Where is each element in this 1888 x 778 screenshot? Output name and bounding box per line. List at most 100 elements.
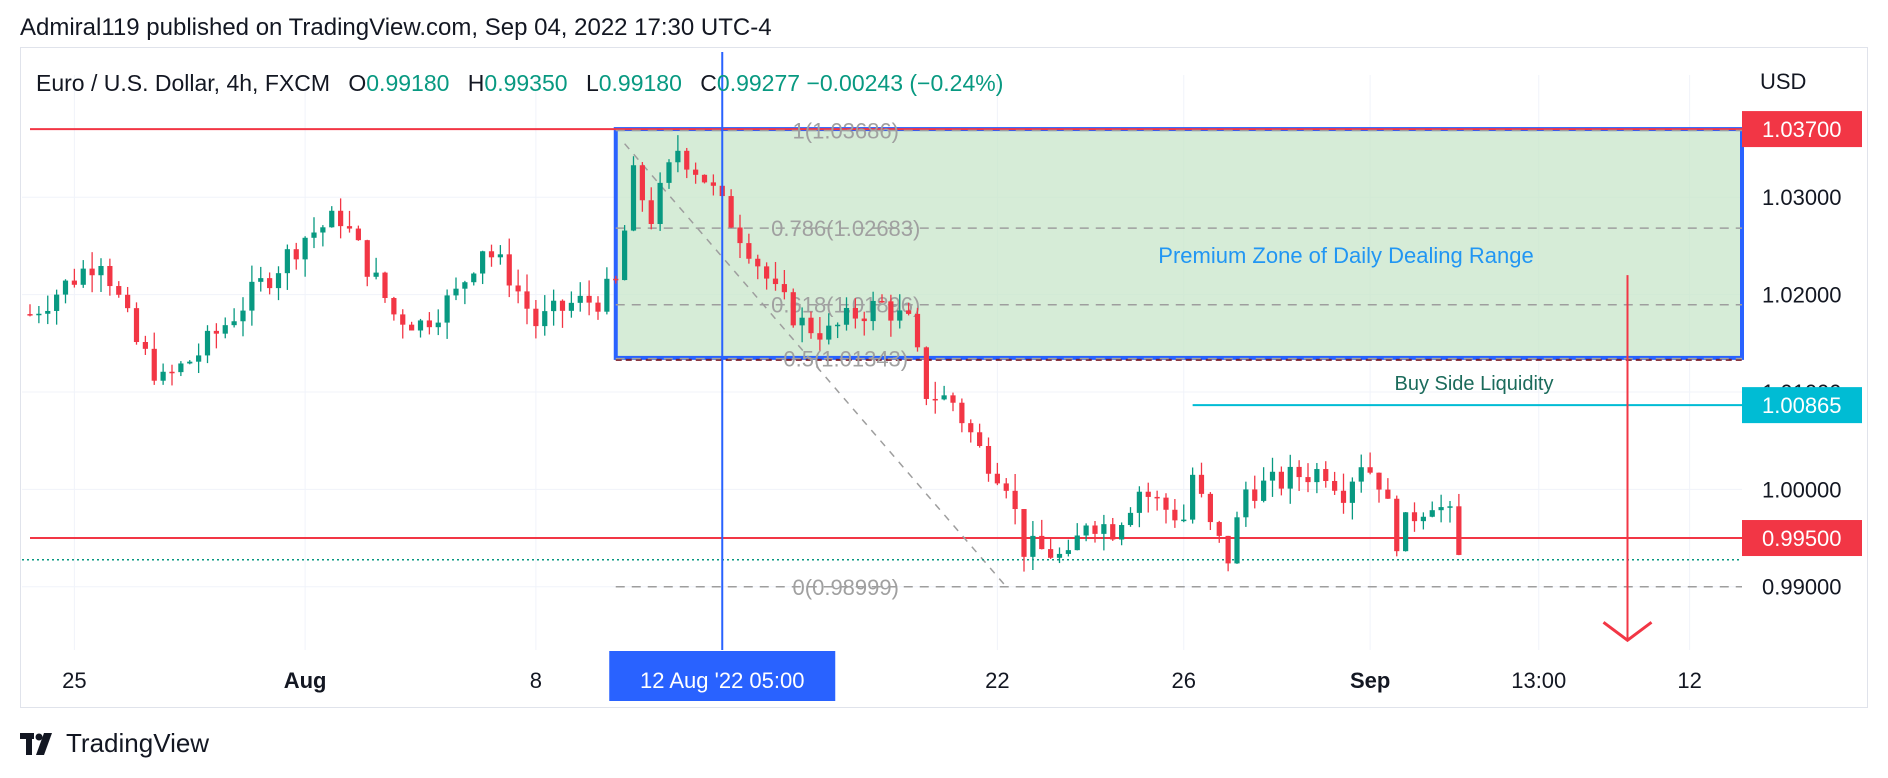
candle xyxy=(524,274,530,325)
candle-body xyxy=(1101,524,1107,534)
chart-frame xyxy=(20,47,1868,708)
candle-body xyxy=(1438,507,1444,511)
candle xyxy=(1367,452,1373,475)
candle-body xyxy=(923,347,929,399)
candle-body xyxy=(914,313,921,348)
candle xyxy=(71,268,77,288)
candle-body xyxy=(1234,517,1240,564)
candle-body xyxy=(959,402,965,424)
candle xyxy=(897,294,903,329)
candle xyxy=(1447,500,1453,523)
candle-body xyxy=(284,249,290,274)
fib-level-label: 0.786(1.02683) xyxy=(771,216,920,241)
low-label: L xyxy=(585,70,599,96)
tradingview-logo[interactable]: TradingView xyxy=(20,728,209,759)
candle-body xyxy=(1252,489,1258,501)
candle xyxy=(364,239,370,287)
candle xyxy=(444,289,450,339)
candle xyxy=(932,381,938,414)
symbol-legend: Euro / U.S. Dollar, 4h, FXCM O0.99180 H0… xyxy=(36,70,1003,97)
candle-body xyxy=(888,301,894,321)
candle xyxy=(1145,482,1151,513)
candle-body xyxy=(701,174,708,183)
candle-body xyxy=(116,286,122,295)
candle xyxy=(923,346,929,406)
candle-body xyxy=(710,182,716,186)
candle xyxy=(1243,481,1249,527)
candle xyxy=(835,322,841,339)
candle-body xyxy=(968,423,974,433)
candle-body xyxy=(693,169,699,175)
candle xyxy=(852,298,858,329)
candle xyxy=(1349,477,1355,520)
candle xyxy=(1198,462,1205,498)
candle-body xyxy=(790,292,796,326)
candle-body xyxy=(151,348,157,381)
candle-body xyxy=(746,243,752,259)
symbol-title[interactable]: Euro / U.S. Dollar, 4h, FXCM xyxy=(36,70,330,96)
close-value: 0.99277 xyxy=(716,70,801,96)
candle-body xyxy=(409,324,415,331)
candle xyxy=(1234,511,1240,564)
candle xyxy=(675,135,681,173)
candle xyxy=(657,172,663,231)
candle xyxy=(142,335,148,355)
open-label: O xyxy=(348,70,367,96)
candle xyxy=(222,317,228,339)
candle xyxy=(1172,498,1178,528)
price-axis: USD1.030001.020001.010001.000000.990001.… xyxy=(1742,69,1862,600)
candle-body xyxy=(1367,467,1373,473)
candle xyxy=(240,297,246,337)
liquidity-label: Buy Side Liquidity xyxy=(1395,373,1554,395)
price-tick-label: 1.03000 xyxy=(1762,185,1842,210)
candle xyxy=(622,225,628,281)
candle xyxy=(258,266,264,292)
candle xyxy=(826,313,832,345)
candle xyxy=(1119,522,1125,546)
candle-body xyxy=(240,310,246,322)
candle xyxy=(542,295,548,336)
candle-body xyxy=(382,272,388,299)
candle xyxy=(888,294,894,337)
candle xyxy=(1385,478,1391,499)
axis-currency-label: USD xyxy=(1760,69,1806,94)
candle-body xyxy=(1012,490,1018,510)
candle xyxy=(1261,467,1267,503)
candle-body xyxy=(45,310,51,314)
candle-body xyxy=(861,318,867,322)
price-tag-label: 1.00865 xyxy=(1762,393,1842,418)
candle-body xyxy=(373,272,379,277)
candle xyxy=(1323,461,1329,488)
crosshair-time-label: 12 Aug '22 05:00 xyxy=(640,668,804,693)
candle-body xyxy=(160,371,166,381)
candle-body xyxy=(524,291,530,309)
candle-body xyxy=(542,311,548,327)
candle-body xyxy=(985,446,992,474)
candle-body xyxy=(737,227,743,244)
candle xyxy=(1394,495,1400,557)
candle xyxy=(435,309,441,336)
candle xyxy=(1190,467,1196,524)
time-tick-label: 26 xyxy=(1172,668,1196,693)
candle-body xyxy=(267,278,273,289)
time-tick-label: 8 xyxy=(530,668,542,693)
candle xyxy=(1021,508,1027,572)
candle xyxy=(1216,520,1222,543)
candle-body xyxy=(826,325,832,340)
candle-body xyxy=(1216,522,1222,536)
candle-body xyxy=(1225,535,1231,564)
candle xyxy=(994,462,1000,486)
candle-body xyxy=(1420,516,1426,522)
candle xyxy=(107,258,113,296)
candle xyxy=(373,257,379,280)
candle xyxy=(1056,547,1063,564)
candle-body xyxy=(169,371,175,374)
candle xyxy=(1305,463,1311,493)
time-tick-label: 22 xyxy=(985,668,1009,693)
candle-body xyxy=(630,165,637,231)
candle xyxy=(959,398,965,433)
candle-body xyxy=(1065,550,1071,554)
candle xyxy=(320,225,326,247)
tradingview-brand-text: TradingView xyxy=(66,728,210,758)
